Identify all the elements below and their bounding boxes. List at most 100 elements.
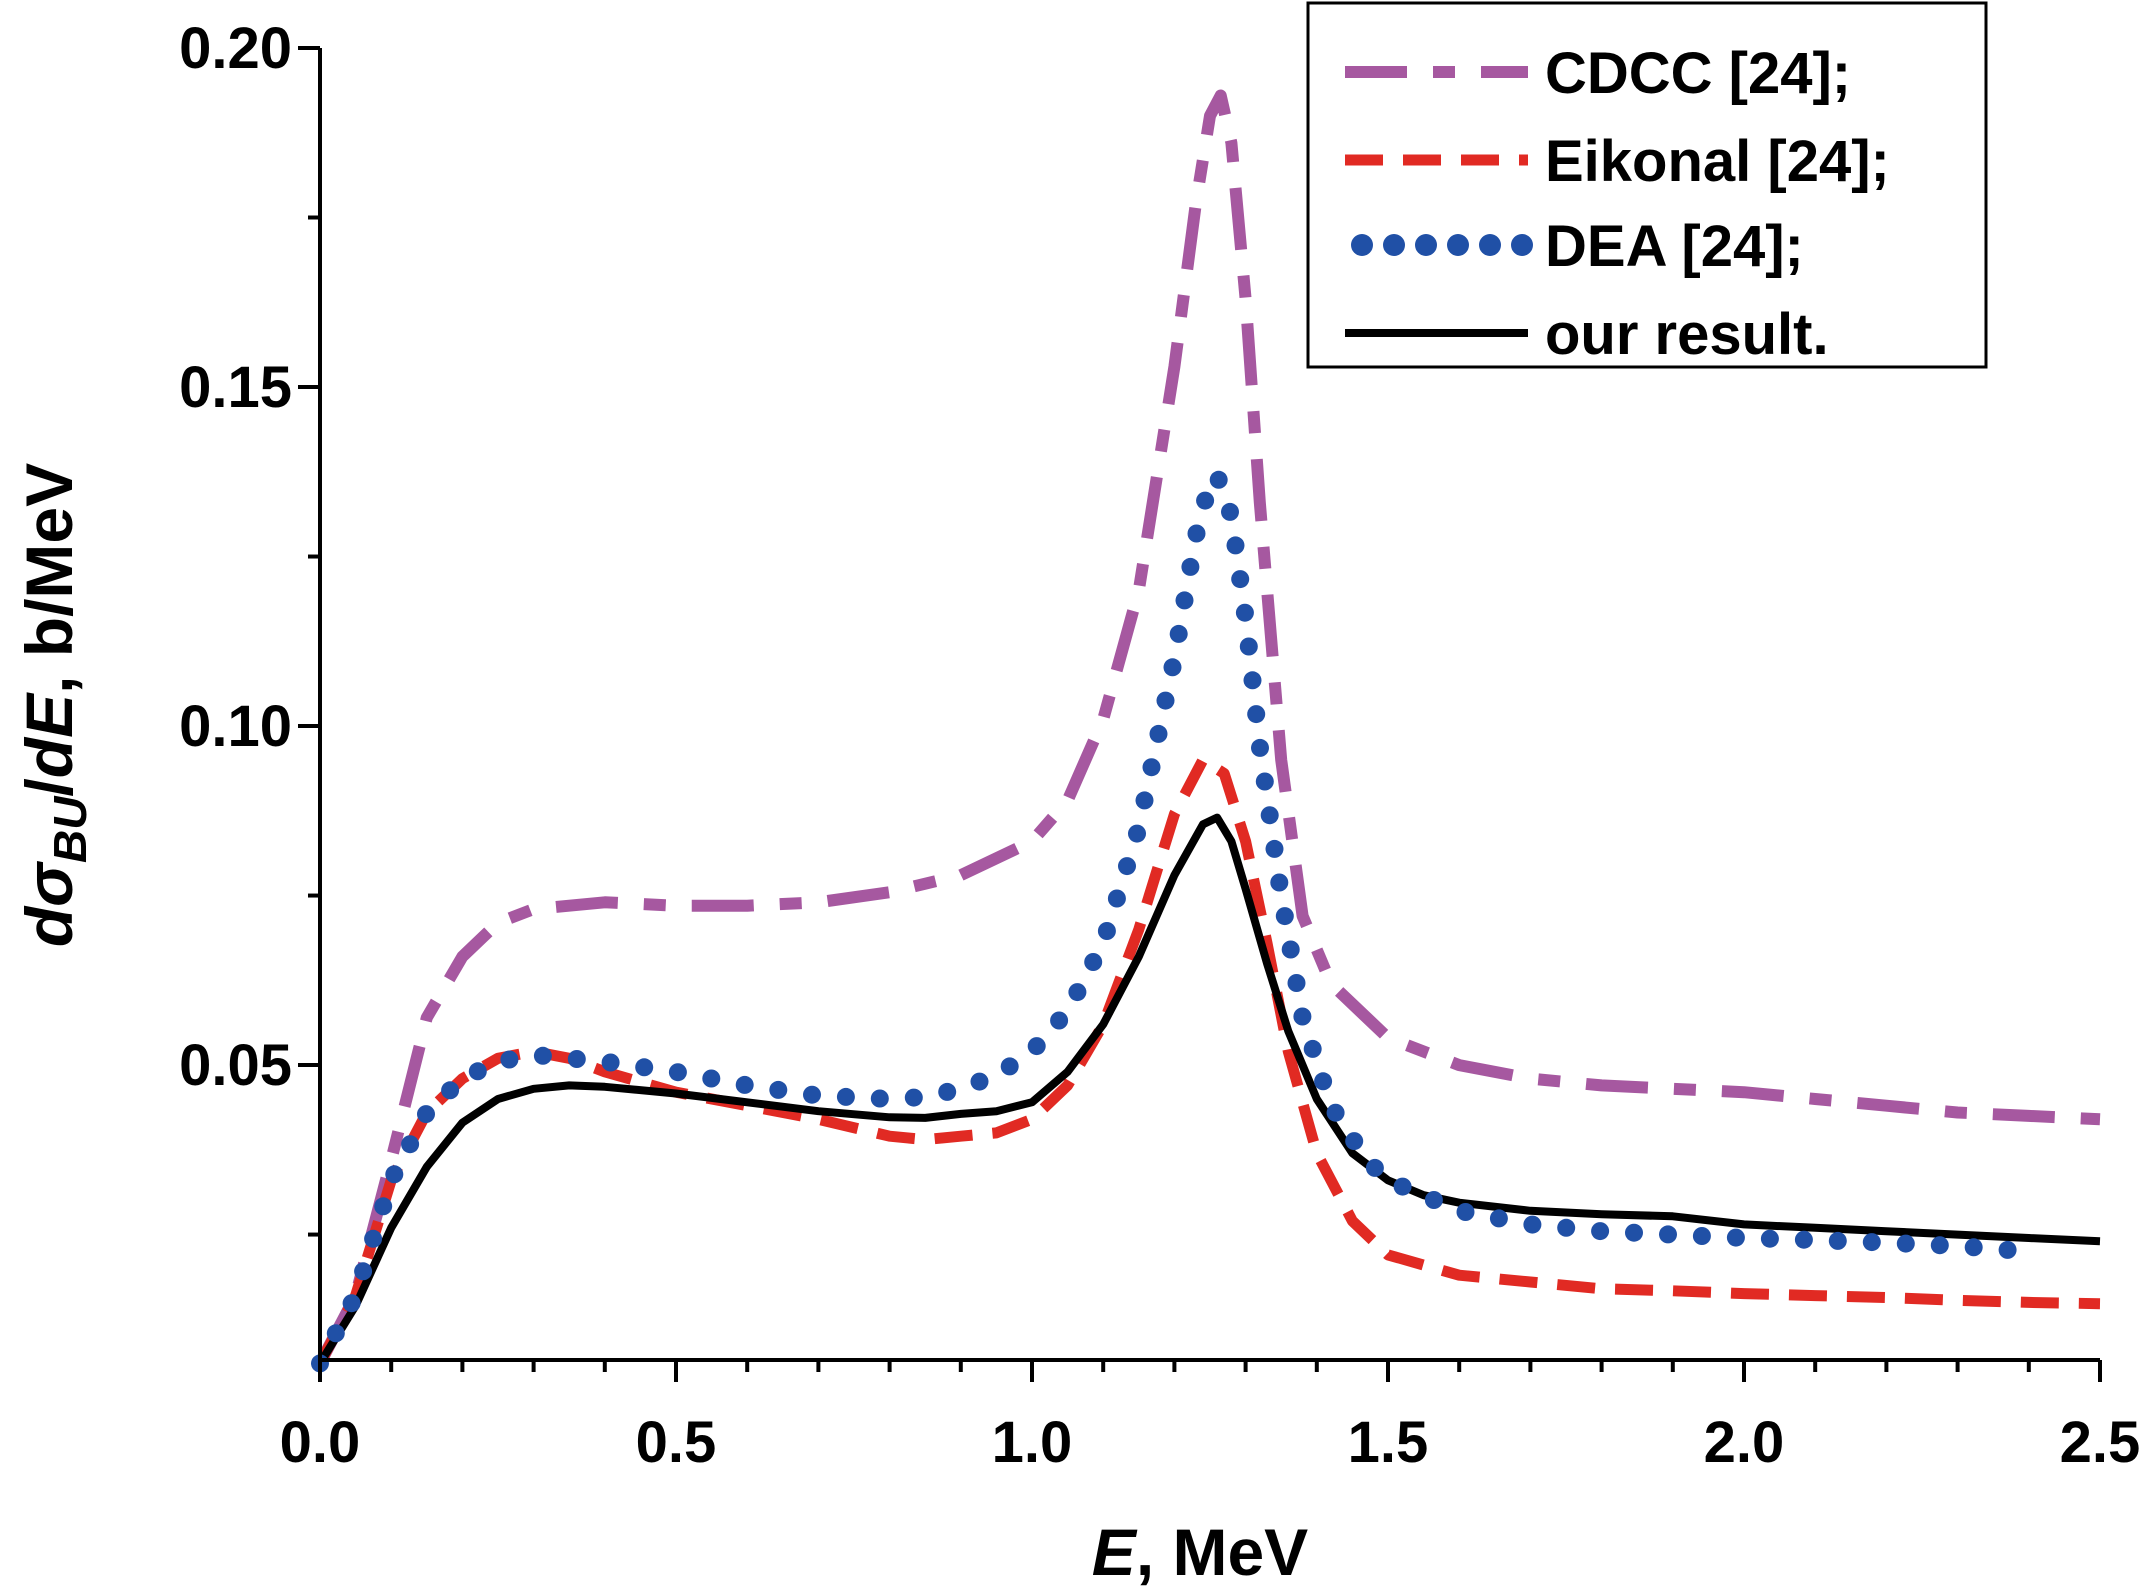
legend-symbol-2: [1351, 234, 1373, 256]
series-dot-2: [401, 1135, 420, 1154]
series-dot-2: [1760, 1229, 1779, 1248]
series-dot-2: [533, 1046, 552, 1065]
series-dot-2: [1314, 1072, 1333, 1091]
series-dot-2: [1523, 1215, 1542, 1234]
series-dot-2: [1726, 1228, 1745, 1247]
series-dot-2: [1196, 491, 1215, 510]
y-axis-title: dσBU/dE, b/MeV: [12, 463, 96, 947]
series-dot-2: [1156, 691, 1175, 710]
series-dot-2: [1303, 1039, 1322, 1058]
series-dot-2: [668, 1063, 687, 1082]
series-dot-2: [1226, 536, 1245, 555]
series-dot-2: [385, 1165, 404, 1184]
series-dot-2: [836, 1087, 855, 1106]
series-dot-2: [1930, 1236, 1949, 1255]
x-tick-label: 2.0: [1704, 1410, 1785, 1475]
legend: CDCC [24]; Eikonal [24]; DEA [24]; our resu…: [1306, 1, 1988, 369]
y-axis-title-sigma: σ: [12, 861, 86, 907]
series-dot-2: [1175, 591, 1194, 610]
x-tick-label: 0.0: [280, 1410, 361, 1475]
y-tick-label: 0.20: [179, 16, 292, 81]
series-line-3: [316, 813, 2101, 1366]
series-dot-2: [1084, 953, 1103, 971]
series-dot-2: [1000, 1057, 1019, 1076]
series-dot-2: [635, 1058, 654, 1077]
plot-series-layer: [311, 89, 2101, 1373]
series-dot-2: [1828, 1231, 1847, 1250]
x-tick-label: 2.5: [2060, 1410, 2141, 1475]
series-dot-2: [354, 1262, 373, 1281]
series-dot-2: [1557, 1218, 1576, 1237]
series-dot-2: [1659, 1225, 1677, 1244]
x-tick-label: 0.5: [636, 1410, 717, 1475]
series-dot-2: [1239, 637, 1258, 656]
series-dot-2: [1964, 1238, 1983, 1257]
legend-symbol-2: [1447, 234, 1469, 256]
series-dot-2: [1293, 1007, 1312, 1026]
series-dot-2: [1393, 1177, 1412, 1196]
series-dot-2: [374, 1197, 393, 1216]
series-dot-2: [1068, 983, 1087, 1002]
series-dot-2: [1456, 1203, 1475, 1221]
series-dot-2: [702, 1069, 721, 1088]
series-dot-2: [1255, 772, 1274, 791]
x-axis-title-unit: , MeV: [1136, 1515, 1308, 1589]
legend-label-3: our result.: [1545, 302, 1829, 367]
series-dot-2: [1692, 1227, 1711, 1245]
legend-symbol-2: [1511, 234, 1533, 256]
series-dot-2: [1050, 1011, 1069, 1030]
legend-symbol-2: [1479, 234, 1501, 256]
series-dot-2: [938, 1082, 957, 1101]
y-axis-title-d1: d: [12, 905, 86, 947]
series-line-1: [315, 754, 2101, 1366]
series-dot-2: [417, 1105, 435, 1124]
legend-symbol-2: [1415, 234, 1437, 256]
series-dot-2: [364, 1229, 383, 1248]
series-dot-2: [1998, 1240, 2017, 1259]
series-dot-2: [1118, 857, 1136, 876]
series-dot-2: [1270, 873, 1289, 892]
series-dot-2: [1027, 1037, 1046, 1056]
series-dot-2: [441, 1081, 460, 1100]
series-dot-2: [1326, 1103, 1345, 1122]
series-dot-2: [1287, 974, 1306, 992]
series-dot-2: [1896, 1234, 1915, 1253]
series-dot-2: [1107, 889, 1126, 908]
series-dot-2: [1149, 724, 1168, 743]
series-dot-2: [1591, 1222, 1610, 1241]
series-dot-2: [1424, 1191, 1443, 1209]
series-dot-2: [1794, 1230, 1813, 1249]
series-dot-2: [1181, 557, 1200, 576]
series-dot-2: [769, 1080, 788, 1099]
series-dot-2: [904, 1088, 923, 1107]
y-tick-label: 0.05: [179, 1033, 292, 1098]
series-dot-2: [1489, 1209, 1508, 1228]
series-dot-2: [1251, 738, 1269, 757]
series-dot-2: [1345, 1132, 1364, 1151]
x-axis-ticks: 0.0 0.5 1.0 1.5 2.0 2.5: [280, 1360, 2141, 1475]
legend-label-2: DEA [24];: [1545, 214, 1804, 279]
series-dot-2: [1142, 758, 1161, 777]
legend-box: [1306, 1, 1988, 369]
x-tick-label: 1.0: [992, 1410, 1073, 1475]
series-dot-2: [970, 1072, 989, 1091]
y-tick-label: 0.10: [179, 694, 292, 759]
y-axis-title-d2: d: [12, 736, 86, 778]
series-dot-2: [1097, 922, 1116, 940]
y-axis-ticks: 0.05 0.10 0.15 0.20: [179, 16, 320, 1237]
series-dot-2: [1862, 1233, 1881, 1252]
series-dot-2: [326, 1324, 345, 1343]
series-dot-2: [1187, 524, 1206, 543]
legend-label-0: CDCC [24];: [1545, 41, 1851, 106]
series-dot-2: [1625, 1223, 1643, 1242]
series-dot-2: [1243, 671, 1262, 690]
series-dot-2: [342, 1294, 361, 1313]
y-axis-title-unit: , b/MeV: [12, 463, 86, 694]
series-dot-2: [1281, 940, 1300, 959]
series-dot-2: [468, 1062, 487, 1081]
series-dot-2: [500, 1050, 519, 1069]
y-axis-title-slash: /: [12, 778, 86, 796]
series-dot-2: [567, 1050, 586, 1068]
x-tick-label: 1.5: [1348, 1410, 1429, 1475]
